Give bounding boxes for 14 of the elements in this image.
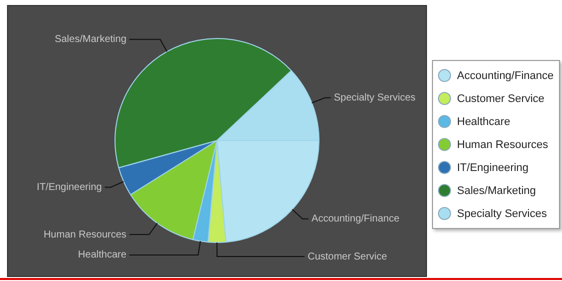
legend-label: Accounting/Finance: [456, 68, 554, 84]
slice-label: Specialty Services: [334, 92, 416, 104]
slice-label: Accounting/Finance: [312, 214, 400, 225]
legend-label: Customer Service: [456, 92, 546, 106]
slice-label: Human Resources: [44, 229, 126, 240]
slice-label: IT/Engineering: [36, 182, 102, 193]
slice-label: Sales/Marketing: [54, 34, 126, 46]
legend-label: Healthcare: [456, 114, 512, 130]
legend-label: Specialty Services: [456, 206, 548, 222]
legend-label: Human Resources: [456, 138, 550, 152]
slice-label: Healthcare: [78, 250, 127, 261]
legend-label: Sales/Marketing: [456, 184, 537, 198]
slice-label: Customer Service: [308, 251, 388, 262]
legend-label: IT/Engineering: [456, 160, 530, 176]
